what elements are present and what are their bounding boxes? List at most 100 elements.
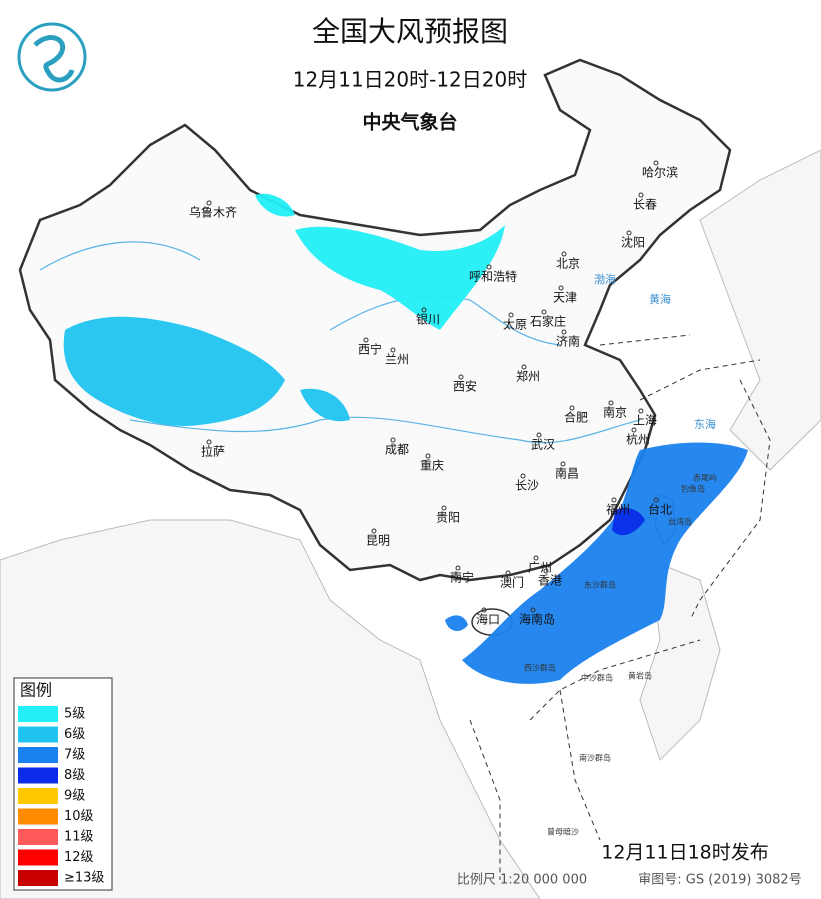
- city-dot: [371, 528, 377, 534]
- city-label: 拉萨: [201, 444, 225, 459]
- city-dot: [530, 607, 536, 613]
- legend-label: 10级: [64, 809, 94, 824]
- period: 12月11日20时-12日20时: [293, 68, 527, 92]
- city-dot: [520, 473, 526, 479]
- city-label: 乌鲁木齐: [189, 205, 237, 220]
- sea-label: 黄海: [649, 292, 671, 306]
- city-dot: [206, 200, 212, 206]
- city-dot: [458, 374, 464, 380]
- legend-swatch: [18, 829, 58, 845]
- city-dot: [536, 432, 542, 438]
- city-label: 海口: [476, 612, 500, 627]
- island-label: 钓鱼岛: [681, 484, 705, 494]
- city-label: 南昌: [555, 466, 579, 481]
- city-label: 台北: [648, 502, 672, 517]
- city-dot: [421, 307, 427, 313]
- city-label: 长沙: [515, 479, 539, 493]
- neighbour-land: [699, 149, 821, 471]
- city-label: 重庆: [420, 459, 444, 473]
- city-dot: [560, 461, 566, 467]
- city-dot: [481, 607, 487, 613]
- legend-swatch: [18, 870, 58, 886]
- sea-label: 渤海: [594, 272, 616, 286]
- legend-label: 11级: [64, 830, 94, 845]
- island-label: 台湾岛: [668, 517, 692, 527]
- logo-mark: [33, 35, 75, 83]
- city-label: 昆明: [366, 534, 390, 548]
- legend-label: 9级: [64, 789, 85, 804]
- legend-swatch: [18, 747, 58, 763]
- legend-label: ≥13级: [64, 871, 104, 886]
- city-label: 呼和浩特: [469, 269, 517, 284]
- island-label: 东沙群岛: [584, 580, 616, 590]
- city-dot: [508, 312, 514, 318]
- city-label: 天津: [553, 291, 577, 305]
- city-label: 西安: [453, 379, 477, 394]
- issuer: 中央气象台: [362, 111, 457, 134]
- city-dot: [626, 230, 632, 236]
- city-label: 南京: [603, 405, 627, 420]
- island-label: 黄岩岛: [628, 671, 652, 681]
- city-label: 哈尔滨: [642, 165, 678, 180]
- island-label: 曾母暗沙: [547, 827, 579, 837]
- city-label: 北京: [556, 257, 580, 271]
- city-dot: [631, 427, 637, 433]
- legend-swatch: [18, 767, 58, 784]
- city-label: 银川: [416, 313, 440, 327]
- city-label: 合肥: [564, 410, 588, 425]
- city-label: 郑州: [516, 369, 540, 384]
- city-label: 福州: [606, 502, 630, 517]
- city-dot: [569, 405, 575, 411]
- legend-swatch: [18, 788, 58, 804]
- wind-area: [295, 225, 505, 330]
- city-label: 上海: [633, 413, 657, 428]
- city-label: 石家庄: [530, 314, 566, 329]
- neighbour-land: [0, 519, 541, 899]
- city-label: 杭州: [626, 432, 650, 447]
- city-dot: [390, 347, 396, 353]
- sea-boundary: [469, 334, 771, 880]
- island-label: 赤尾屿: [693, 474, 717, 483]
- city-dot: [425, 453, 431, 459]
- city-dot: [486, 264, 492, 270]
- city-label: 贵阳: [436, 511, 460, 525]
- wind-area: [462, 442, 748, 684]
- city-dot: [561, 329, 567, 335]
- legend-title: 图例: [20, 681, 52, 700]
- legend-label: 6级: [64, 727, 85, 742]
- sea-label: 东海: [694, 417, 716, 431]
- city-label: 香港: [538, 574, 562, 588]
- city-label: 海南岛: [519, 612, 555, 627]
- city-dot: [653, 497, 659, 503]
- city-dot: [561, 251, 567, 257]
- wind-area: [445, 615, 468, 632]
- city-dot: [533, 555, 539, 561]
- map-number: 审图号: GS (2019) 3082号: [638, 873, 801, 888]
- wind-area: [63, 316, 285, 426]
- city-label: 沈阳: [621, 235, 645, 250]
- city-dot: [521, 364, 527, 370]
- city-dot: [608, 400, 614, 406]
- island-label: 中沙群岛: [581, 673, 613, 683]
- city-label: 南宁: [450, 570, 474, 585]
- legend-swatch: [18, 726, 58, 743]
- scale: 比例尺 1:20 000 000: [457, 873, 587, 888]
- wind-area: [255, 193, 295, 217]
- city-dot: [653, 160, 659, 166]
- city-dot: [638, 408, 644, 414]
- island-label: 南沙群岛: [579, 753, 611, 763]
- china-border: [18, 58, 732, 582]
- city-dot: [543, 568, 549, 574]
- legend-swatch: [18, 808, 58, 825]
- city-dot: [638, 192, 644, 198]
- city-label: 成都: [385, 443, 409, 457]
- city-dot: [455, 565, 461, 571]
- wind-area: [300, 388, 350, 422]
- city-label: 太原: [503, 317, 527, 332]
- city-dot: [363, 337, 369, 343]
- city-label: 长春: [633, 198, 657, 212]
- issue-time: 12月11日18时发布: [601, 842, 769, 864]
- city-dot: [206, 439, 212, 445]
- city-label: 西宁: [358, 342, 382, 357]
